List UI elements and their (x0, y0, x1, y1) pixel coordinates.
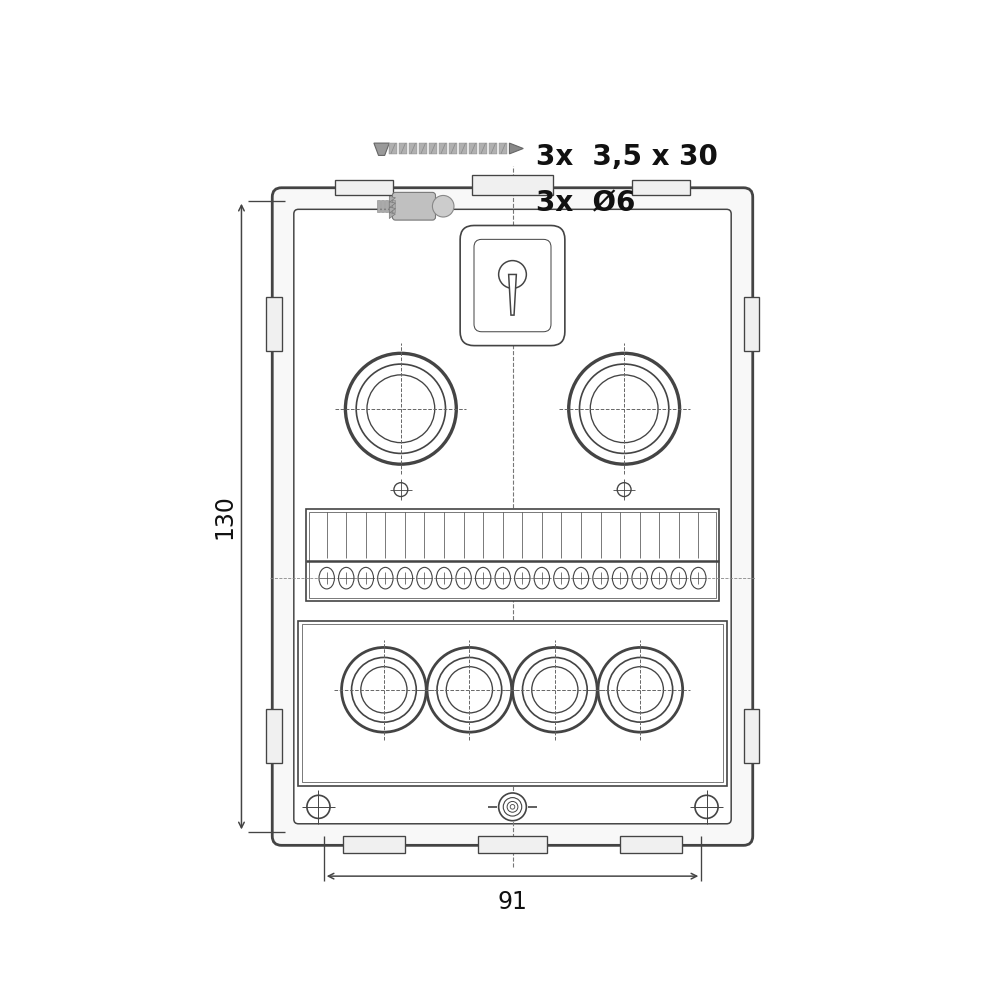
Ellipse shape (573, 567, 589, 589)
Bar (459, 143, 467, 154)
Polygon shape (389, 196, 395, 202)
Bar (266, 709, 282, 763)
Ellipse shape (319, 567, 334, 589)
Bar (744, 297, 759, 351)
Ellipse shape (378, 567, 393, 589)
Polygon shape (389, 212, 395, 219)
Circle shape (579, 364, 669, 453)
Bar (343, 836, 405, 853)
Bar (489, 143, 497, 154)
Bar (499, 143, 507, 154)
Circle shape (608, 657, 673, 722)
Circle shape (532, 667, 578, 713)
Bar (389, 143, 397, 154)
Bar (377, 200, 380, 212)
Ellipse shape (612, 567, 628, 589)
Ellipse shape (632, 567, 647, 589)
Ellipse shape (495, 567, 510, 589)
Circle shape (598, 647, 683, 732)
Circle shape (617, 667, 663, 713)
Bar (266, 297, 282, 351)
Circle shape (427, 647, 512, 732)
Circle shape (617, 483, 631, 497)
Text: 130: 130 (213, 494, 237, 539)
Circle shape (356, 364, 446, 453)
Text: 91: 91 (498, 890, 527, 914)
Circle shape (590, 375, 658, 443)
Circle shape (523, 657, 587, 722)
Ellipse shape (651, 567, 667, 589)
Circle shape (446, 667, 492, 713)
Bar (632, 180, 690, 195)
Polygon shape (374, 143, 389, 155)
Circle shape (512, 647, 597, 732)
Bar (298, 620, 727, 786)
FancyBboxPatch shape (460, 225, 565, 346)
Circle shape (569, 353, 680, 464)
Circle shape (432, 195, 454, 217)
FancyBboxPatch shape (272, 188, 753, 845)
Circle shape (437, 657, 502, 722)
Ellipse shape (417, 567, 432, 589)
Polygon shape (389, 207, 395, 213)
Polygon shape (509, 143, 523, 154)
Ellipse shape (339, 567, 354, 589)
Circle shape (503, 798, 522, 816)
Bar (479, 143, 487, 154)
Ellipse shape (358, 567, 374, 589)
Ellipse shape (515, 567, 530, 589)
Bar (385, 200, 388, 212)
Bar (472, 175, 553, 195)
Bar (620, 836, 682, 853)
Ellipse shape (691, 567, 706, 589)
Ellipse shape (436, 567, 452, 589)
Bar (392, 200, 395, 212)
Bar (335, 180, 393, 195)
Ellipse shape (671, 567, 686, 589)
FancyBboxPatch shape (392, 192, 436, 220)
Circle shape (499, 261, 526, 288)
Bar (449, 143, 457, 154)
Ellipse shape (534, 567, 550, 589)
Bar (419, 143, 427, 154)
Circle shape (394, 483, 408, 497)
Circle shape (345, 353, 456, 464)
Circle shape (510, 805, 515, 809)
Bar (306, 509, 719, 601)
Polygon shape (509, 274, 516, 315)
Bar (302, 624, 723, 782)
Ellipse shape (397, 567, 413, 589)
Circle shape (367, 375, 435, 443)
Bar (429, 143, 437, 154)
Circle shape (352, 657, 416, 722)
Bar (478, 836, 547, 853)
Circle shape (361, 667, 407, 713)
Bar (439, 143, 447, 154)
Bar (309, 512, 716, 598)
Bar (381, 200, 384, 212)
FancyBboxPatch shape (474, 239, 551, 332)
Bar (399, 143, 407, 154)
Bar (744, 709, 759, 763)
Ellipse shape (456, 567, 471, 589)
Bar (409, 143, 417, 154)
Circle shape (499, 793, 526, 821)
Text: 3x  Ø6: 3x Ø6 (536, 189, 635, 217)
Ellipse shape (593, 567, 608, 589)
Ellipse shape (475, 567, 491, 589)
Circle shape (307, 795, 330, 818)
Text: 3x  3,5 x 30: 3x 3,5 x 30 (536, 143, 717, 171)
Circle shape (507, 801, 518, 812)
Circle shape (695, 795, 718, 818)
Circle shape (342, 647, 426, 732)
Polygon shape (389, 202, 395, 208)
Bar (469, 143, 477, 154)
FancyBboxPatch shape (294, 209, 731, 824)
Bar (389, 200, 392, 212)
Ellipse shape (554, 567, 569, 589)
